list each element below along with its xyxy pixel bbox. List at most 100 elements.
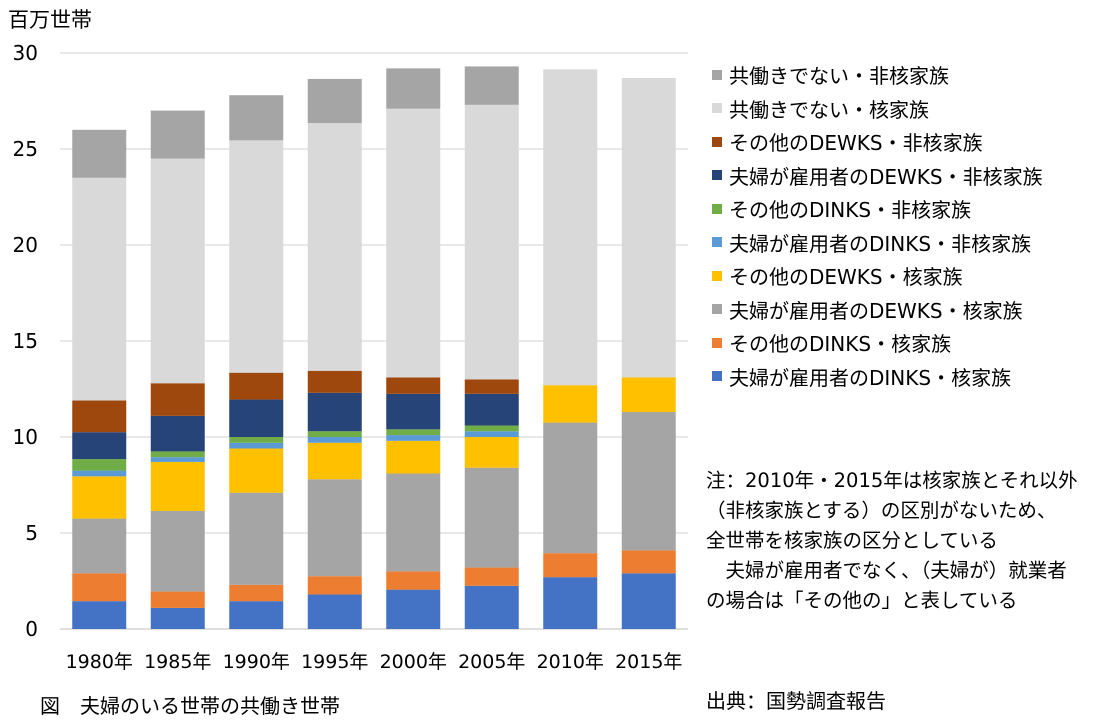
bar-segment [307, 437, 362, 443]
bar-segment [386, 435, 441, 441]
x-tick-label: 2010年 [537, 651, 604, 673]
legend-item: その他のDEWKS・核家族 [712, 259, 1043, 293]
bar-segment [229, 492, 284, 585]
y-tick-label: 25 [13, 137, 38, 161]
y-tick-label: 0 [25, 617, 38, 641]
legend-swatch [712, 203, 722, 214]
x-tick-label: 1995年 [301, 651, 368, 673]
legend-item: 共働きでない・核家族 [712, 92, 1043, 126]
figure-caption: 図 夫婦のいる世帯の共働き世帯 [40, 694, 340, 718]
legend-swatch [712, 69, 722, 80]
bar-segment [386, 473, 441, 572]
bar-segment [464, 379, 519, 394]
legend: 共働きでない・非核家族 共働きでない・核家族 その他のDEWKS・非核家族 夫婦が雇用… [712, 58, 1043, 393]
bar-segment [543, 553, 598, 578]
x-tick-label: 1985年 [144, 651, 211, 673]
y-tick-label: 15 [13, 329, 38, 353]
legend-swatch [712, 136, 722, 147]
bar-segment [543, 422, 598, 554]
x-tick-label: 2015年 [615, 651, 682, 673]
bar-segment [386, 393, 441, 430]
legend-swatch [712, 304, 722, 315]
legend-item: 夫婦が雇用者のDEWKS・非核家族 [712, 159, 1043, 193]
bar-segment [150, 415, 205, 452]
bar-segment [72, 400, 127, 433]
y-tick-label: 20 [13, 233, 38, 257]
legend-label: 夫婦が雇用者のDEWKS・非核家族 [729, 164, 1043, 189]
legend-item: 夫婦が雇用者のDEWKS・核家族 [712, 293, 1043, 327]
legend-swatch [712, 237, 722, 248]
y-tick-label: 5 [25, 521, 38, 545]
bar-segment [307, 431, 362, 437]
chart-note: 注：2010年・2015年は核家族とそれ以外 （非核家族とする）の区別がないため… [706, 469, 1078, 612]
stacked-bar-chart: 0 5 10 15 20 25 30 1980年 1985年 1990年 1995年 2000年 200… [13, 41, 688, 673]
y-tick-label: 30 [13, 41, 38, 65]
bar-segment [150, 451, 205, 458]
legend-swatch [712, 270, 722, 281]
legend-label: 共働きでない・核家族 [729, 97, 929, 122]
bar-segment [464, 425, 519, 432]
bar-segment [621, 412, 676, 551]
legend-swatch [712, 337, 722, 348]
legend-swatch [712, 103, 722, 114]
legend-label: 夫婦が雇用者のDEWKS・核家族 [729, 298, 1023, 323]
legend-item: その他のDEWKS・非核家族 [712, 125, 1043, 159]
bar-segment [150, 457, 205, 462]
bar-segment [307, 479, 362, 577]
bar-segment [307, 370, 362, 393]
bar-segment [72, 518, 127, 574]
bar-segment [150, 158, 205, 384]
bar-segment [72, 459, 127, 471]
bar-segment [621, 573, 676, 629]
legend-item: 夫婦が雇用者のDINKS・非核家族 [712, 226, 1043, 260]
bar-segment [543, 385, 598, 423]
bar-segment [464, 585, 519, 629]
legend-item: その他のDINKS・非核家族 [712, 192, 1043, 226]
y-unit-label: 百万世帯 [8, 8, 92, 32]
bar-segment [72, 432, 127, 460]
bar-segment [386, 108, 441, 378]
tick-labels: 0 5 10 15 20 25 30 1980年 1985年 1990年 1995年 2000年 200… [13, 41, 683, 673]
bar-segment [464, 393, 519, 426]
bar-segment [386, 440, 441, 474]
bar-segment [229, 437, 284, 443]
y-tick-label: 10 [13, 425, 38, 449]
bar-segment [150, 591, 205, 608]
legend-label: 夫婦が雇用者のDINKS・核家族 [729, 365, 1012, 390]
legend-swatch [712, 170, 722, 181]
bar-segment [464, 567, 519, 586]
bar-segment [150, 461, 205, 511]
legend-label: その他のDINKS・核家族 [729, 332, 952, 357]
bar-segment [464, 66, 519, 105]
legend-label: その他のDEWKS・非核家族 [729, 131, 983, 156]
bar-segment [72, 470, 127, 477]
bar-segment [386, 571, 441, 590]
x-tick-label: 2005年 [458, 651, 525, 673]
legend-label: その他のDINKS・非核家族 [729, 198, 972, 223]
legend-swatch [712, 371, 722, 382]
x-tick-label: 1980年 [66, 651, 133, 673]
bar-segment [464, 431, 519, 437]
bar-segment [307, 123, 362, 371]
legend-label: 夫婦が雇用者のDINKS・非核家族 [729, 231, 1032, 256]
bar-segment [229, 448, 284, 493]
bar-segment [464, 437, 519, 468]
bar-segment [229, 584, 284, 602]
bar-segment [72, 601, 127, 629]
bar-segment [229, 95, 284, 141]
source-label: 出典：国勢調査報告 [706, 689, 886, 713]
bar-segment [621, 77, 676, 378]
bar-segment [150, 383, 205, 416]
legend-label: その他のDEWKS・核家族 [729, 265, 963, 290]
bar-segment [464, 467, 519, 568]
bar-segment [229, 601, 284, 629]
bar-segment [307, 594, 362, 629]
x-tick-label: 1990年 [223, 651, 290, 673]
bar-segment [229, 372, 284, 400]
bar-segment [386, 429, 441, 436]
bar-segment [543, 577, 598, 629]
bar-segment [229, 140, 284, 373]
bar-segment [150, 110, 205, 159]
bar-segment [307, 78, 362, 124]
bar-segment [150, 510, 205, 592]
